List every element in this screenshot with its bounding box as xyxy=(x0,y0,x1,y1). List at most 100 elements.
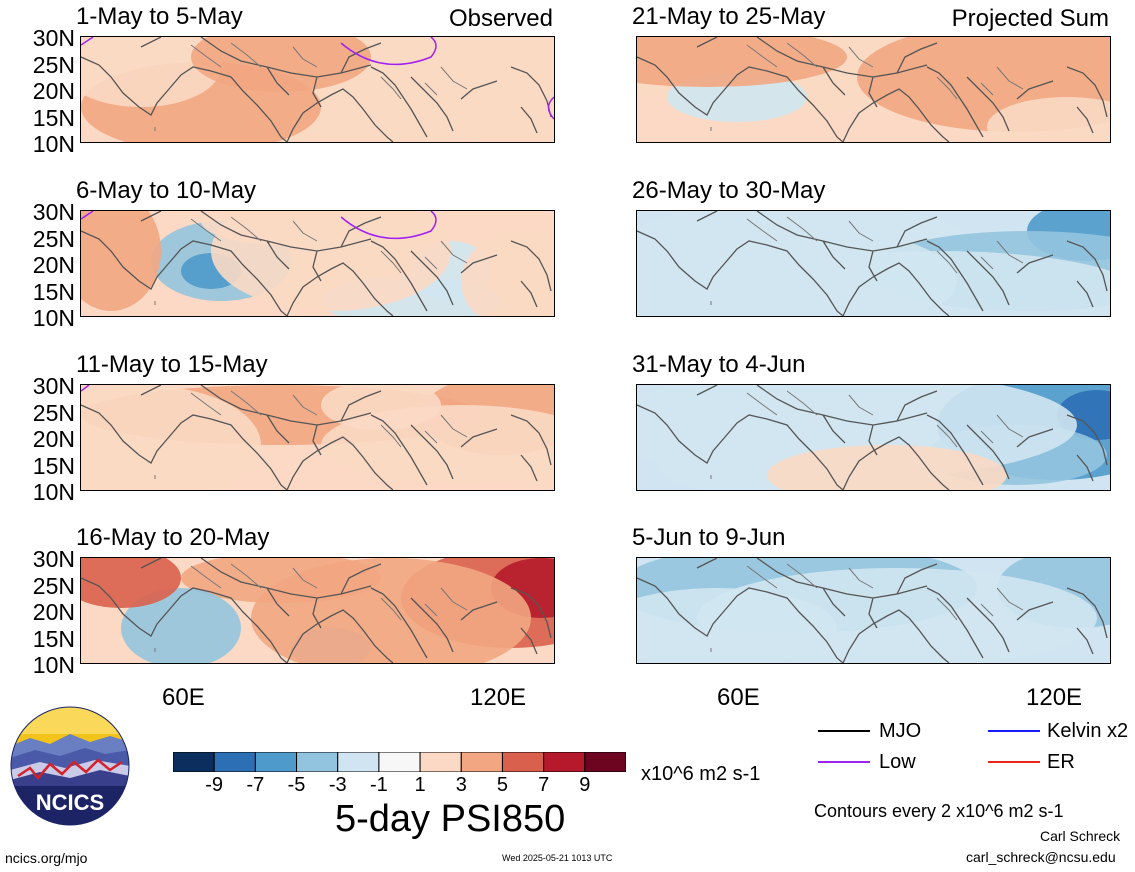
lat-label: 15N xyxy=(32,278,75,305)
map-svg xyxy=(637,211,1110,316)
panel-label: Projected Sum xyxy=(951,5,1109,32)
lat-label: 20N xyxy=(32,252,75,278)
lat-label: 25N xyxy=(32,51,75,78)
main-title: 5-day PSI850 xyxy=(335,798,566,840)
colorbar-tick-label: -3 xyxy=(328,774,347,796)
low-contour xyxy=(547,96,554,120)
map-panel xyxy=(80,36,555,143)
contours-note: Contours every 2 x10^6 m2 s-1 xyxy=(814,801,1064,821)
lat-label: 10N xyxy=(32,131,75,157)
lat-label: 10N xyxy=(32,479,75,505)
ncics-logo: NCICS xyxy=(10,706,130,826)
legend-line-kelvin xyxy=(988,730,1040,732)
anomaly-shading xyxy=(251,558,531,663)
low-contour xyxy=(81,211,437,240)
lon-label-120e-left: 120E xyxy=(470,684,527,711)
colorbar-tick-label: 5 xyxy=(496,774,509,796)
map-svg xyxy=(637,37,1110,142)
lon-label-60e-left: 60E xyxy=(162,684,205,711)
colorbar-tick-label: 1 xyxy=(414,774,426,796)
anomaly-shading xyxy=(201,211,381,246)
colorbar-swatch xyxy=(419,752,462,772)
panel-title: 21-May to 25-May xyxy=(632,3,826,30)
coastline xyxy=(637,37,1108,142)
author-name: Carl Schreck xyxy=(1040,828,1121,844)
panel-label: Observed xyxy=(448,5,553,32)
anomaly-shading xyxy=(81,558,181,608)
coastline xyxy=(81,37,552,142)
colorbar-tick-label: -7 xyxy=(246,774,265,796)
anomaly-shading xyxy=(461,231,554,316)
site-url[interactable]: ncics.org/mjo xyxy=(5,850,88,866)
map-svg xyxy=(81,37,554,142)
anomaly-shading xyxy=(637,37,847,87)
lon-label-120e-right: 120E xyxy=(1026,684,1083,711)
country-borders xyxy=(154,42,468,131)
anomaly-shading xyxy=(81,211,161,311)
panel-title: 26-May to 30-May xyxy=(632,177,826,204)
colorbar-swatch xyxy=(173,752,215,772)
panel-title: 31-May to 4-Jun xyxy=(632,351,806,378)
timestamp: Wed 2025-05-21 1013 UTC xyxy=(502,853,613,863)
low-contour xyxy=(81,37,437,66)
lat-label: 25N xyxy=(32,572,75,599)
lon-label-60e-right: 60E xyxy=(717,684,760,711)
author-email: carl_schreck@ncsu.edu xyxy=(966,849,1116,865)
colorbar-tick-label: -9 xyxy=(205,774,224,796)
country-borders xyxy=(710,563,1024,652)
lat-label: 20N xyxy=(32,78,75,104)
legend-label-low: Low xyxy=(879,751,916,773)
lat-label: 30N xyxy=(32,25,75,51)
lat-label: 25N xyxy=(32,225,75,252)
map-svg xyxy=(81,558,554,663)
colorbar-swatch xyxy=(254,752,298,772)
anomaly-shading xyxy=(121,588,241,663)
map-panel xyxy=(636,384,1111,491)
colorbar-swatch xyxy=(501,752,545,772)
legend-line-mjo xyxy=(818,730,870,732)
anomaly-shading xyxy=(461,77,554,142)
coastline xyxy=(637,211,1108,316)
coastline xyxy=(81,558,552,663)
panel-title: 6-May to 10-May xyxy=(76,177,257,204)
map-panel xyxy=(636,36,1111,143)
map-panel xyxy=(636,557,1111,664)
coastline xyxy=(81,211,552,316)
lat-label: 30N xyxy=(32,373,75,399)
country-borders xyxy=(154,390,468,479)
lat-label: 20N xyxy=(32,599,75,625)
anomaly-shading xyxy=(987,97,1110,142)
country-borders xyxy=(710,42,1024,131)
panel-title: 11-May to 15-May xyxy=(76,351,268,378)
coastline xyxy=(637,385,1108,490)
colorbar-swatch xyxy=(460,752,503,772)
logo-text: NCICS xyxy=(35,790,105,815)
map-svg xyxy=(81,385,554,490)
coastline xyxy=(637,558,1108,663)
panel-title: 1-May to 5-May xyxy=(76,3,243,30)
legend-label-kelvin: Kelvin x2 xyxy=(1047,720,1129,742)
map-panel xyxy=(80,210,555,317)
colorbar-swatch xyxy=(337,752,380,772)
country-borders xyxy=(710,216,1024,305)
lat-label: 25N xyxy=(32,399,75,426)
lat-label: 30N xyxy=(32,546,75,572)
legend-label-mjo: MJO xyxy=(879,720,922,742)
map-panel xyxy=(636,210,1111,317)
lat-label: 15N xyxy=(32,104,75,131)
panel-title: 5-Jun to 9-Jun xyxy=(632,524,786,551)
colorbar xyxy=(173,752,626,772)
legend-line-er xyxy=(988,761,1040,763)
legend-label-er: ER xyxy=(1047,751,1075,773)
coastline xyxy=(81,385,552,490)
country-borders xyxy=(154,563,468,652)
map-svg xyxy=(637,558,1110,663)
map-svg xyxy=(81,211,554,316)
anomaly-shading xyxy=(321,405,554,485)
country-borders xyxy=(710,390,1024,479)
map-svg xyxy=(637,385,1110,490)
colorbar-swatch xyxy=(296,752,339,772)
colorbar-units: x10^6 m2 s-1 xyxy=(641,763,761,785)
anomaly-shading xyxy=(637,588,837,663)
low-contour xyxy=(81,385,90,392)
